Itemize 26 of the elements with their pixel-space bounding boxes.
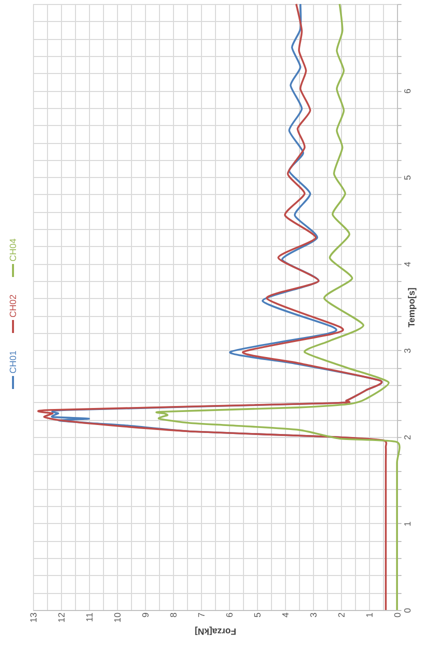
- x-tick-label: 7: [196, 612, 206, 618]
- y-tick-label: 0: [402, 608, 412, 614]
- x-tick-label: 9: [140, 612, 150, 618]
- x-tick-label: 12: [56, 612, 66, 623]
- x-tick-label: 13: [28, 612, 38, 623]
- y-tick-label: 5: [402, 175, 412, 180]
- x-axis-title: Forza[kN]: [194, 626, 236, 637]
- text: CH02: [8, 294, 18, 318]
- x-tick-label: 10: [112, 612, 122, 623]
- y-tick-label: 3: [402, 348, 412, 354]
- text: CH01: [8, 350, 18, 374]
- x-tick-label: 8: [168, 612, 178, 618]
- y-axis-title: Tempo[s]: [406, 288, 416, 328]
- x-tick-label: 3: [308, 612, 318, 618]
- x-tick-label: 4: [280, 612, 290, 618]
- y-tick-label: 1: [402, 521, 412, 526]
- x-tick-label: 1: [364, 612, 374, 618]
- x-tick-label: 2: [336, 612, 346, 618]
- x-tick-label: 5: [252, 612, 262, 618]
- x-tick-label: 0: [392, 612, 402, 618]
- y-tick-label: 6: [402, 88, 412, 94]
- x-tick-label: 6: [224, 612, 234, 618]
- text: CH04: [8, 238, 18, 262]
- y-tick-label: 4: [402, 262, 412, 267]
- x-tick-label: 11: [84, 612, 94, 622]
- y-tick-label: 2: [402, 434, 412, 440]
